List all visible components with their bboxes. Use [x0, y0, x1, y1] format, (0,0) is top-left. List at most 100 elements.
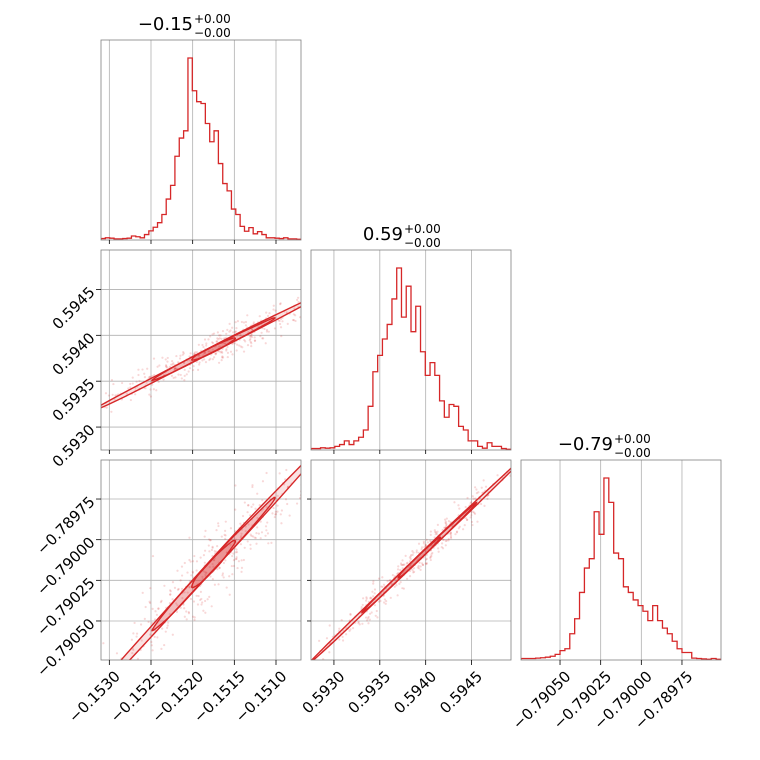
scatter-point [242, 321, 246, 324]
scatter-point [179, 354, 182, 357]
scatter-point [244, 320, 248, 324]
scatter-point [133, 621, 136, 625]
scatter-point [224, 559, 227, 562]
scatter-point [216, 331, 219, 334]
scatter-point [274, 309, 277, 312]
scatter-point [293, 456, 295, 458]
scatter-point [264, 534, 267, 537]
scatter-point [372, 580, 375, 583]
scatter-point [156, 365, 159, 368]
scatter-point [260, 531, 264, 534]
scatter-point [135, 632, 139, 635]
scatter-point [189, 560, 192, 563]
x-tick-label: 0.5945 [436, 667, 486, 717]
scatter-point [399, 568, 402, 572]
scatter-point [424, 544, 427, 547]
scatter-point [402, 587, 405, 590]
scatter-point [240, 559, 243, 562]
scatter-point [471, 523, 474, 527]
scatter-point [238, 344, 241, 347]
scatter-point [148, 375, 151, 378]
scatter-point [211, 358, 214, 361]
scatter-point [372, 582, 375, 585]
scatter-point [398, 582, 401, 585]
scatter-point [191, 570, 194, 573]
scatter-point [463, 524, 466, 527]
scatter-point [358, 623, 361, 626]
scatter-point [243, 501, 246, 504]
scatter-point [116, 671, 118, 673]
scatter-point [131, 376, 134, 379]
scatter-point [244, 340, 247, 343]
scatter-point [396, 594, 399, 597]
scatter-point [217, 524, 220, 528]
scatter-point [187, 370, 190, 373]
scatter-point [409, 557, 412, 561]
scatter-point [88, 662, 90, 664]
y-tick-label: 0.5945 [49, 283, 99, 333]
scatter-point [129, 398, 132, 402]
scatter-point [104, 664, 106, 666]
scatter-point [243, 546, 246, 549]
scatter-point [424, 543, 427, 546]
scatter-point [265, 529, 268, 532]
scatter-point [406, 561, 409, 564]
scatter-point [412, 571, 415, 574]
scatter-point [132, 632, 135, 635]
scatter-point [223, 342, 226, 345]
scatter-point [143, 372, 146, 375]
scatter-point [313, 468, 315, 470]
scatter-point [216, 337, 219, 340]
scatter-point [307, 311, 309, 313]
scatter-point [207, 350, 210, 353]
scatter-point [188, 355, 191, 358]
scatter-point [422, 563, 425, 567]
scatter-point [203, 570, 206, 573]
scatter-point [185, 373, 188, 376]
panel-border [100, 459, 302, 661]
panel-border [310, 459, 512, 661]
scatter-point [141, 368, 144, 371]
scatter-point [144, 387, 147, 390]
scatter-point [183, 379, 186, 382]
scatter-point [396, 568, 400, 571]
scatter-point [188, 558, 191, 562]
scatter-point [226, 351, 230, 354]
scatter-point [260, 331, 263, 334]
scatter-point [224, 520, 227, 523]
scatter-point [436, 523, 439, 527]
scatter-point [96, 669, 98, 671]
scatter-point [423, 545, 426, 549]
scatter-point [157, 380, 160, 384]
scatter-point [165, 365, 168, 368]
scatter-point [235, 548, 238, 551]
scatter-point [294, 684, 296, 686]
scatter-point [466, 518, 469, 521]
scatter-point [192, 615, 195, 618]
scatter-point [226, 328, 229, 331]
scatter-point [419, 568, 422, 572]
scatter-point [228, 330, 231, 333]
scatter-point [85, 687, 87, 689]
panel-content [101, 295, 309, 413]
scatter-point [193, 554, 196, 558]
scatter-point [129, 386, 132, 389]
scatter-point [256, 526, 259, 529]
scatter-point [474, 486, 477, 489]
scatter-point [342, 461, 344, 463]
scatter-point [171, 363, 174, 366]
scatter-point [285, 311, 288, 314]
scatter-point [171, 360, 174, 363]
scatter-point [276, 494, 279, 497]
scatter-point [168, 365, 172, 368]
scatter-point [87, 662, 89, 664]
scatter-point [166, 360, 169, 363]
scatter-point [304, 322, 306, 324]
scatter-point [213, 550, 216, 553]
scatter-point [428, 539, 432, 542]
scatter-point [241, 514, 245, 518]
scatter-point [291, 318, 295, 322]
scatter-point [265, 506, 268, 509]
scatter-point [234, 330, 237, 333]
